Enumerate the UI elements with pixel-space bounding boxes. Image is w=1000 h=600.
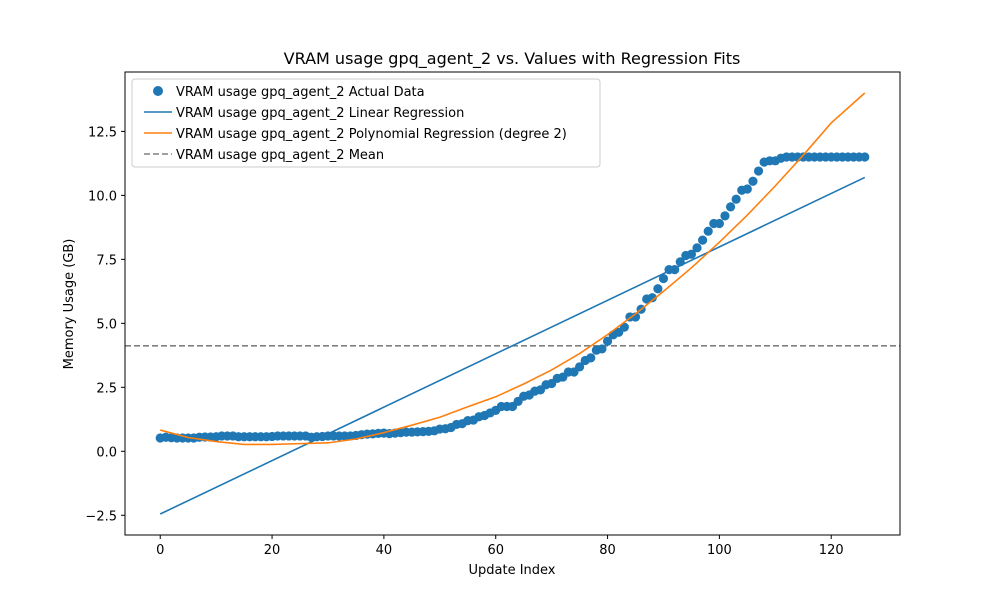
linear-regression-line bbox=[159, 176, 866, 515]
legend: VRAM usage gpq_agent_2 Actual Data VRAM … bbox=[131, 78, 601, 168]
data-point bbox=[658, 273, 669, 284]
data-point bbox=[725, 202, 736, 212]
y-tick-label: 5.0 bbox=[96, 317, 117, 332]
legend-label-linear: VRAM usage gpq_agent_2 Linear Regression bbox=[176, 106, 464, 121]
data-point bbox=[860, 152, 870, 162]
y-tick-label: 2.5 bbox=[96, 381, 117, 396]
plot-content bbox=[125, 92, 900, 515]
y-tick-label: 0.0 bbox=[96, 445, 117, 460]
data-point bbox=[720, 211, 730, 221]
plot-frame bbox=[124, 71, 901, 536]
x-tick-label: 20 bbox=[264, 543, 281, 558]
data-point bbox=[753, 166, 764, 176]
x-tick-label: 120 bbox=[819, 543, 844, 558]
x-tick-label: 60 bbox=[487, 543, 504, 558]
data-point bbox=[586, 353, 596, 363]
x-tick-label: 80 bbox=[599, 543, 616, 558]
data-point bbox=[619, 322, 629, 332]
x-tick-label: 0 bbox=[156, 543, 164, 558]
x-tick-label: 40 bbox=[376, 543, 393, 558]
data-point bbox=[748, 176, 758, 186]
data-point bbox=[653, 284, 663, 294]
data-point bbox=[686, 249, 697, 259]
legend-frame bbox=[131, 78, 601, 168]
data-point bbox=[742, 184, 752, 194]
data-point bbox=[597, 344, 607, 354]
y-tick-label: −2.5 bbox=[85, 509, 117, 524]
data-point bbox=[731, 194, 741, 204]
x-axis: 0 20 40 60 80 100 120 bbox=[156, 535, 844, 558]
y-tick-label: 7.5 bbox=[96, 253, 117, 268]
data-point bbox=[692, 243, 702, 253]
x-axis-label: Update Index bbox=[468, 563, 555, 578]
polynomial-regression-line bbox=[160, 92, 866, 446]
data-point bbox=[698, 235, 708, 245]
chart-title: VRAM usage gpq_agent_2 vs. Values with R… bbox=[284, 49, 741, 69]
data-point bbox=[714, 218, 724, 229]
legend-label-actual: VRAM usage gpq_agent_2 Actual Data bbox=[176, 85, 425, 100]
legend-marker-actual bbox=[153, 86, 163, 96]
data-point bbox=[703, 226, 713, 236]
data-point bbox=[647, 293, 657, 303]
y-tick-label: 10.0 bbox=[88, 189, 117, 204]
data-point bbox=[602, 336, 613, 346]
y-tick-label: 12.5 bbox=[88, 125, 117, 140]
legend-label-poly: VRAM usage gpq_agent_2 Polynomial Regres… bbox=[176, 127, 567, 142]
data-point bbox=[574, 362, 585, 372]
legend-label-mean: VRAM usage gpq_agent_2 Mean bbox=[176, 148, 384, 163]
y-axis-label: Memory Usage (GB) bbox=[62, 239, 77, 370]
x-tick-label: 100 bbox=[707, 543, 732, 558]
y-axis: −2.5 0.0 2.5 5.0 7.5 10.0 12.5 bbox=[85, 125, 125, 524]
